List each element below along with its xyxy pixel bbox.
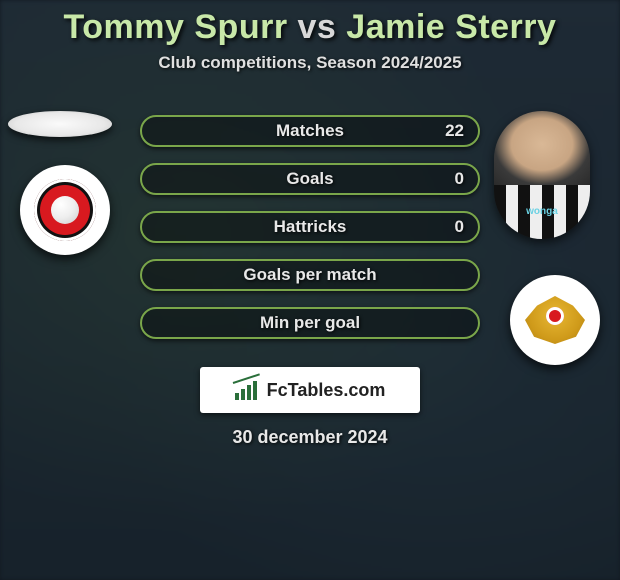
player2-photo — [494, 111, 590, 239]
stat-label: Min per goal — [260, 313, 360, 333]
brand-text: FcTables.com — [267, 380, 386, 401]
player2-name: Jamie Sterry — [346, 8, 556, 46]
stat-label: Matches — [276, 121, 344, 141]
chart-icon — [235, 380, 259, 400]
site-logo: FcTables.com — [200, 367, 420, 413]
stat-value: 0 — [455, 217, 464, 237]
stat-bars: Matches 22 Goals 0 Hattricks 0 Goals per match… — [140, 115, 480, 339]
subtitle: Club competitions, Season 2024/2025 — [0, 53, 620, 73]
stat-row: Goals 0 — [140, 163, 480, 195]
stat-value: 22 — [445, 121, 464, 141]
player1-name: Tommy Spurr — [64, 8, 288, 46]
player1-photo-placeholder — [8, 111, 112, 137]
comparison-title: Tommy Spurr vs Jamie Sterry — [0, 8, 620, 47]
player2-club-badge — [510, 275, 600, 365]
stat-row: Matches 22 — [140, 115, 480, 147]
stat-label: Goals — [286, 169, 333, 189]
stat-row: Min per goal — [140, 307, 480, 339]
stat-value: 0 — [455, 169, 464, 189]
stat-row: Hattricks 0 — [140, 211, 480, 243]
snapshot-date: 30 december 2024 — [0, 427, 620, 448]
stat-label: Hattricks — [274, 217, 347, 237]
player1-club-badge — [20, 165, 110, 255]
stat-label: Goals per match — [243, 265, 376, 285]
stats-area: Matches 22 Goals 0 Hattricks 0 Goals per match… — [0, 115, 620, 448]
vs-text: vs — [298, 8, 337, 46]
stat-row: Goals per match — [140, 259, 480, 291]
